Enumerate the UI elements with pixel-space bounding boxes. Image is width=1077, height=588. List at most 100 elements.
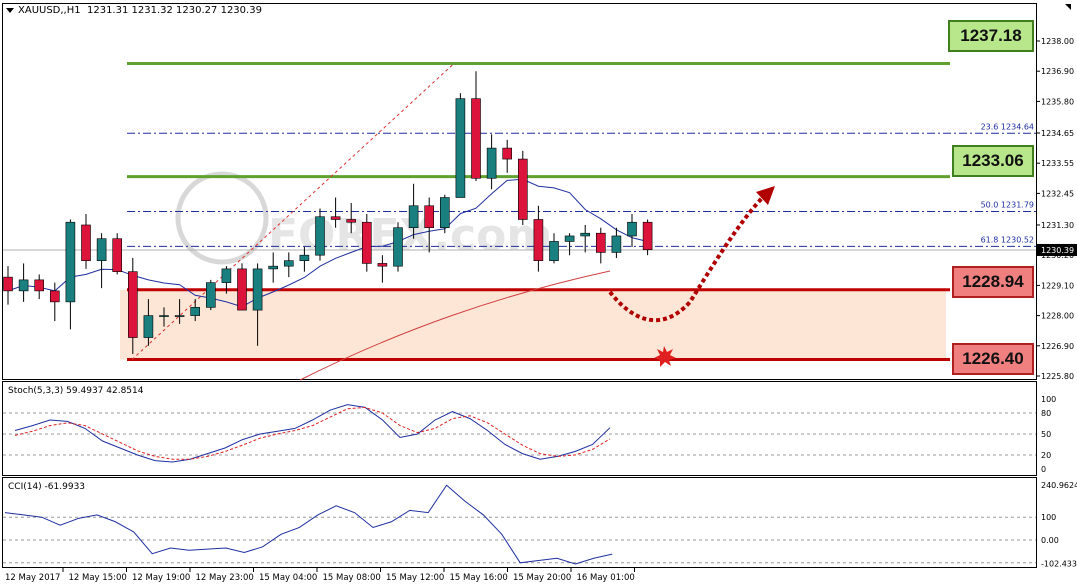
level-box-1233: 1233.06 — [952, 145, 1034, 177]
bear-candle — [128, 271, 138, 338]
stoch-panel-frame — [2, 381, 1037, 476]
stoch-tick-label: 20 — [1041, 451, 1051, 460]
bull-candle — [549, 241, 559, 261]
bear-candle — [346, 219, 357, 223]
bull-candle — [143, 315, 154, 338]
bull-candle — [393, 227, 403, 267]
time-tick-label: 12 May 2017 — [5, 573, 60, 583]
bear-candle — [81, 224, 91, 261]
cci-tick-label: 0.00 — [1041, 536, 1059, 545]
fib-label: 23.6 1234.64 — [981, 122, 1034, 131]
bear-candle — [34, 279, 45, 292]
price-tick-label: 1238.00 — [1041, 37, 1074, 46]
stoch-label: Stoch(5,3,3) 59.4937 42.8514 — [8, 386, 144, 396]
bear-candle — [471, 98, 481, 179]
explosion-icon — [654, 346, 676, 367]
bear-candle — [3, 276, 13, 292]
price-tick-label: 1226.90 — [1041, 342, 1074, 351]
time-tick-label: 15 May 16:00 — [450, 573, 508, 583]
projection-path — [608, 193, 767, 323]
cci-panel-frame — [2, 477, 1037, 568]
stoch-tick-label: 80 — [1041, 409, 1051, 418]
level-box-1228: 1228.94 — [952, 266, 1034, 298]
bull-candle — [268, 265, 279, 270]
bull-candle — [564, 235, 575, 242]
symbol-label: XAUUSD,,H1 — [18, 5, 81, 16]
fib-label: 50.0 1231.79 — [981, 201, 1034, 210]
ma-slow-line — [299, 270, 611, 381]
bull-candle — [206, 282, 216, 308]
bear-candle — [361, 221, 372, 264]
price-tick-label: 1229.10 — [1041, 281, 1074, 290]
fib-label: 61.8 1230.52 — [981, 235, 1034, 244]
bull-candle — [315, 216, 325, 256]
bear-candle — [49, 290, 60, 303]
bull-candle — [486, 147, 497, 179]
bear-candle — [377, 263, 388, 267]
stoch-tick-label: 0 — [1041, 465, 1046, 474]
bull-candle — [96, 238, 107, 261]
watermark-logo-ring — [175, 171, 269, 265]
time-tick-label: 12 May 23:00 — [196, 573, 254, 583]
bull-candle — [18, 279, 29, 292]
stoch-tick-label: 50 — [1041, 430, 1051, 439]
main-panel-frame — [2, 3, 1037, 380]
bear-candle — [595, 232, 606, 253]
bull-candle — [439, 197, 450, 229]
bear-candle — [517, 158, 528, 220]
bull-candle — [580, 232, 591, 237]
price-tick-label: 1233.55 — [1041, 159, 1074, 168]
cci-label: CCI(14) -61.9933 — [8, 482, 86, 492]
bull-candle — [283, 260, 294, 267]
bear-candle — [533, 219, 544, 261]
price-tick-label: 1225.80 — [1041, 372, 1074, 381]
bull-candle — [252, 268, 263, 311]
bull-candle — [174, 315, 185, 317]
bull-candle — [455, 98, 466, 198]
bull-candle — [611, 235, 622, 253]
menu-triangle-icon[interactable] — [6, 7, 14, 13]
bull-candle — [627, 221, 637, 237]
time-tick-label: 15 May 04:00 — [259, 573, 317, 583]
current-price-box — [1037, 243, 1077, 256]
stoch-main-line — [14, 404, 611, 463]
bear-candle — [237, 268, 247, 311]
price-tick-label: 1232.45 — [1041, 189, 1074, 198]
bull-candle — [408, 205, 419, 229]
cci-tick-label: -102.4339 — [1041, 559, 1077, 568]
projection-arrowhead — [756, 186, 775, 205]
bull-candle — [299, 254, 310, 261]
level-box-1226: 1226.40 — [952, 343, 1034, 375]
price-tick-label: 1234.65 — [1041, 129, 1074, 138]
bear-candle — [502, 147, 513, 160]
bear-candle — [642, 221, 653, 250]
level-box-1237: 1237.18 — [948, 20, 1034, 52]
bear-candle — [424, 205, 435, 229]
price-tick-label: 1228.00 — [1041, 312, 1074, 321]
bull-candle — [190, 307, 200, 316]
time-tick-label: 15 May 12:00 — [386, 573, 444, 583]
price-tick-label: 1231.30 — [1041, 221, 1074, 230]
stoch-signal-line — [14, 406, 611, 460]
stoch-tick-label: 100 — [1041, 395, 1056, 404]
panel-frames — [2, 3, 1037, 568]
bull-candle — [221, 268, 232, 283]
time-tick-label: 16 May 01:00 — [577, 573, 635, 583]
cci-line — [4, 484, 613, 565]
time-tick-label: 12 May 19:00 — [132, 573, 190, 583]
cci-tick-label: 100 — [1041, 513, 1056, 522]
price-tick-label: 1236.90 — [1041, 67, 1074, 76]
chart-header: XAUUSD,,H1 1231.31 1231.32 1230.27 1230.… — [6, 5, 262, 16]
cci-tick-label: 240.9624 — [1041, 481, 1077, 490]
bull-candle — [159, 315, 169, 317]
corner-triangle-icon — [1065, 4, 1071, 10]
bear-candle — [330, 216, 341, 220]
bull-candle — [65, 221, 76, 303]
fib-diagonal — [131, 63, 455, 360]
bear-candle — [112, 238, 122, 272]
ohlc-values: 1231.31 1231.32 1230.27 1230.39 — [86, 5, 262, 16]
current-price-label: 1230.39 — [1041, 246, 1074, 255]
time-tick-label: 12 May 15:00 — [69, 573, 127, 583]
price-tick-label: 1235.80 — [1041, 97, 1074, 106]
